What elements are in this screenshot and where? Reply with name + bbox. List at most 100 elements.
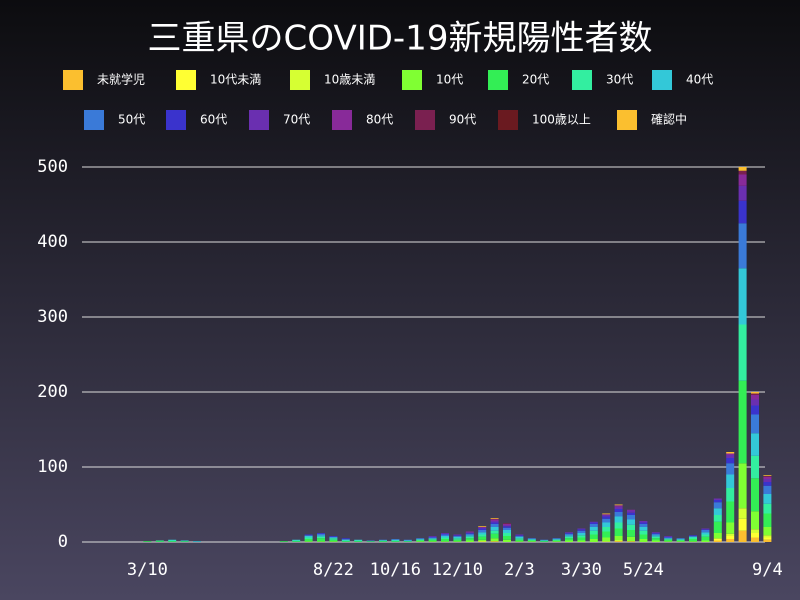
bar-segment [751, 405, 759, 415]
bar-segment [614, 512, 623, 517]
bar-segment [428, 538, 437, 539]
legend-label: 30代 [606, 73, 633, 87]
bar-segment [391, 541, 400, 542]
bar-segment [366, 540, 375, 542]
bar-segment [689, 536, 697, 538]
bar-segment [627, 519, 635, 525]
bar-segment [676, 538, 685, 539]
bar-segment [391, 539, 400, 540]
bar-segment [317, 536, 325, 539]
bar-segment [577, 528, 586, 530]
bar-segment [490, 518, 499, 520]
legend-label: 確認中 [651, 112, 687, 127]
bar-segment [763, 479, 772, 482]
legend-label: 70代 [283, 113, 310, 127]
bar-segment [304, 534, 313, 536]
bar-segment [602, 527, 611, 532]
bar-segment [490, 530, 499, 534]
bar-segment [503, 525, 511, 527]
bar-segment [614, 540, 623, 542]
bar-segment [738, 380, 747, 464]
bar-segment [689, 539, 697, 542]
bar-segment [589, 539, 598, 542]
bar-segment [503, 527, 511, 530]
bar-segment [515, 534, 524, 536]
bar-segment [726, 533, 735, 536]
bar-segment [527, 541, 536, 542]
bar-segment [726, 452, 735, 454]
bar-segment [552, 541, 561, 542]
legend-swatch [572, 70, 592, 90]
bar-segment [676, 540, 685, 542]
bar-segment [515, 536, 524, 539]
legend-swatch [488, 70, 508, 90]
bar-segment [602, 515, 611, 517]
bar-segment [403, 540, 412, 542]
bar-segment [738, 167, 747, 171]
bar-segment [304, 535, 313, 536]
bar-segment [478, 541, 487, 542]
bar-segment [726, 453, 735, 455]
bar-segment [465, 536, 474, 539]
y-tick-label: 200 [37, 382, 68, 402]
bar-segment [515, 538, 524, 540]
y-tick-label: 300 [37, 307, 68, 327]
x-tick-label: 3/10 [127, 560, 168, 580]
bar-segment [565, 535, 573, 537]
bar-segment [738, 223, 747, 269]
bar-segment [441, 536, 449, 538]
y-tick-label: 400 [37, 232, 68, 252]
bar-segment [713, 498, 722, 500]
bar-segment [614, 522, 623, 529]
x-tick-label: 10/16 [370, 560, 421, 580]
legend-swatch [166, 110, 186, 130]
bar-segment [614, 528, 623, 536]
bar-segment [465, 531, 474, 533]
bar-segment [403, 539, 412, 541]
bar-segment [193, 541, 201, 542]
bar-segment [503, 539, 511, 542]
bar-segment [751, 529, 759, 533]
bar-segment [651, 535, 660, 537]
bar-segment [738, 170, 747, 175]
bar-segment [589, 527, 598, 531]
bar-segment [465, 532, 474, 533]
bar-segment [552, 538, 561, 539]
bar-segment [676, 539, 685, 541]
bar-segment [329, 537, 338, 539]
bar-segment [738, 530, 747, 542]
bar-segment [614, 509, 623, 512]
bar-segment [627, 515, 635, 520]
bar-segment [366, 541, 375, 542]
bar-segment [490, 518, 499, 519]
bar-segment [143, 541, 152, 542]
bar-segment [639, 539, 648, 542]
bar-segment [602, 531, 611, 538]
bar-segment [751, 399, 759, 406]
bar-segment [751, 393, 759, 395]
bar-segment [676, 539, 685, 540]
legend-label: 未就学児 [97, 72, 145, 87]
bar-segment [317, 533, 325, 534]
bar-segment [168, 540, 177, 542]
bar-segment [279, 541, 288, 542]
y-tick-label: 500 [37, 157, 68, 177]
bar-segment [738, 268, 747, 325]
legend-label: 20代 [522, 73, 549, 87]
bar-segment [565, 533, 573, 536]
bar-segment [614, 541, 623, 542]
bar-segment [341, 538, 350, 539]
bar-segment [763, 482, 772, 486]
bar-segment [713, 521, 722, 533]
bar-segment [441, 537, 449, 539]
bar-segment [751, 414, 759, 434]
bar-segment [329, 541, 338, 542]
bar-segment [614, 506, 623, 509]
x-tick-label: 12/10 [432, 560, 483, 580]
bar-segment [627, 509, 635, 511]
bar-segment [751, 392, 759, 394]
bar-segment [614, 536, 623, 541]
bar-segment [465, 540, 474, 542]
bar-segment [441, 533, 449, 535]
